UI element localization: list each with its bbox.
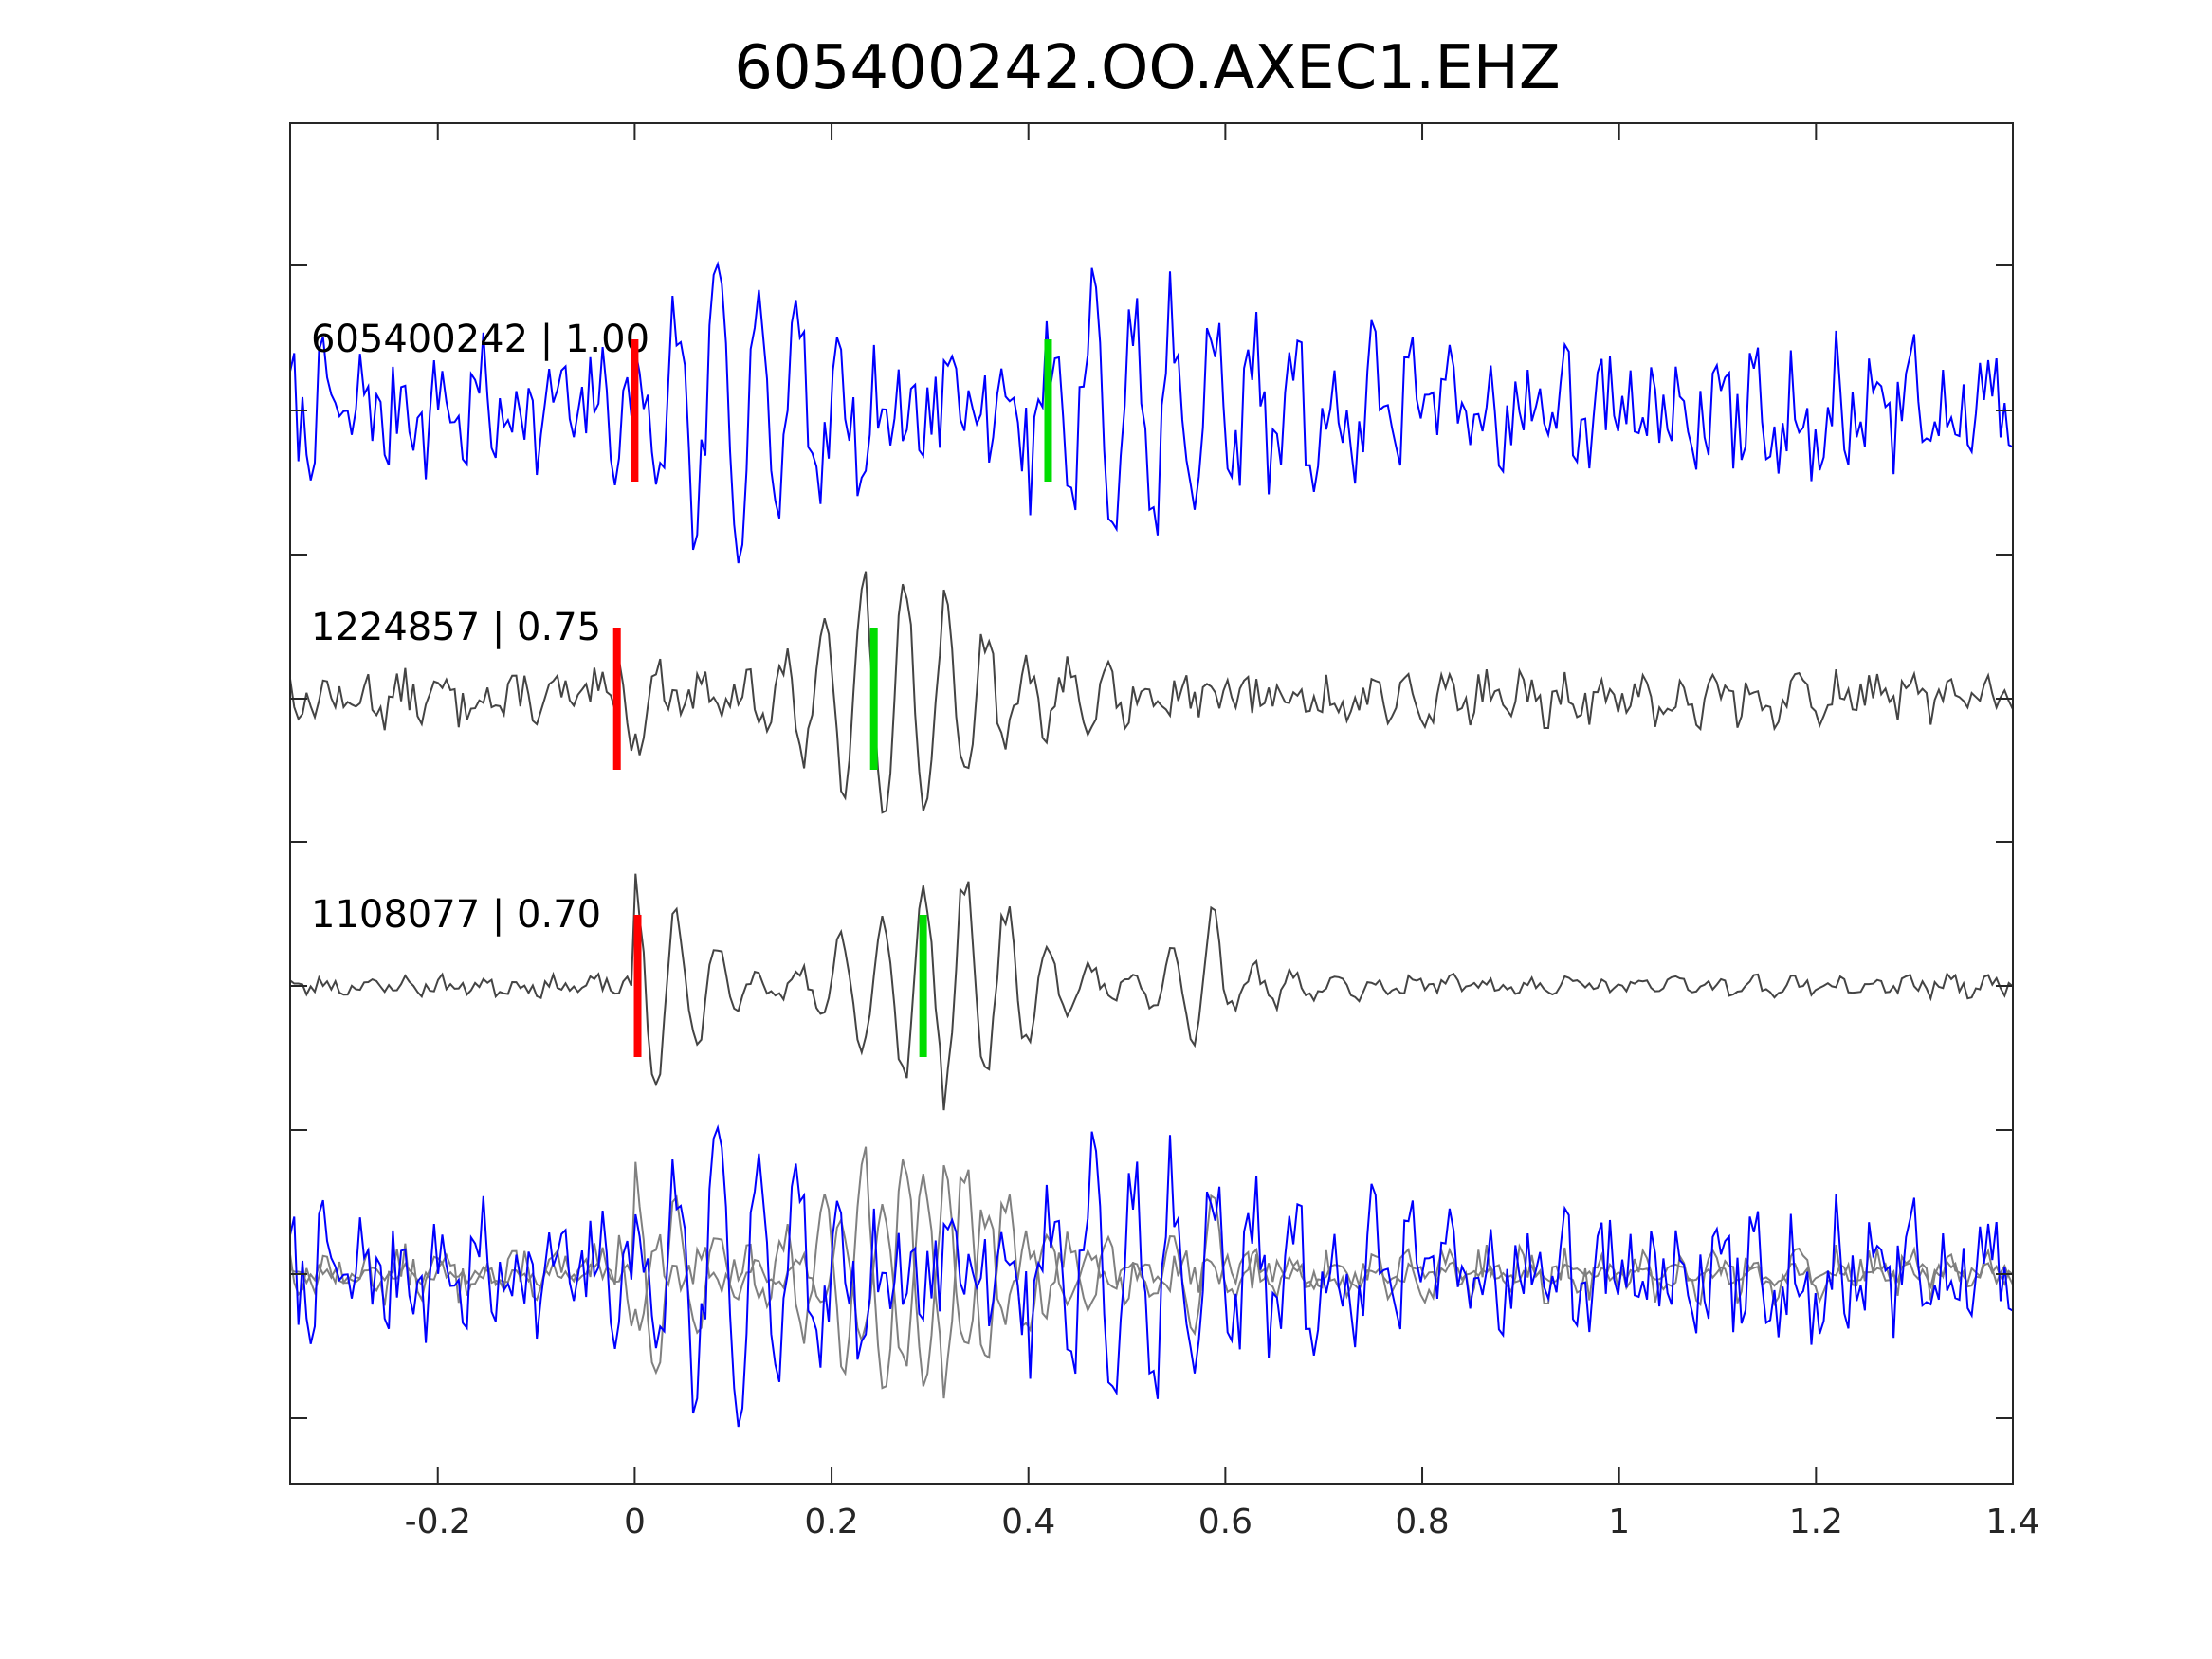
- overlay-trace-2-line: [289, 1146, 2014, 1390]
- x-tick-label-5: 0.8: [1395, 1503, 1449, 1541]
- picks-layer: [612, 339, 1052, 1057]
- x-tick-label-3: 0.4: [1001, 1503, 1055, 1541]
- chart-title: 605400242.OO.AXEC1.EHZ: [734, 33, 1561, 103]
- x-tick-label-4: 0.6: [1198, 1503, 1252, 1541]
- trace-2-line: [289, 571, 2014, 814]
- plot-frame: [289, 122, 2014, 1485]
- x-tick-label-6: 1: [1608, 1503, 1630, 1541]
- x-tick-label-8: 1.4: [1985, 1503, 2039, 1541]
- x-tick-label-1: 0: [624, 1503, 646, 1541]
- overlay-trace-1-line: [289, 1124, 2014, 1428]
- x-tick-label-0: -0.2: [405, 1503, 471, 1541]
- axis-ticks: -0.2 0 0.2 0.4 0.6 0.8 1 1.2 1.4: [290, 123, 2040, 1541]
- trace-1-line: [289, 261, 2014, 564]
- traces-layer: [289, 261, 2014, 1428]
- trace-labels: 605400242 | 1.00 1224857 | 0.75 1108077 | …: [311, 318, 649, 937]
- trace-2-label: 1224857 | 0.75: [311, 606, 601, 649]
- x-tick-label-7: 1.2: [1789, 1503, 1843, 1541]
- trace-1-label: 605400242 | 1.00: [311, 318, 649, 361]
- x-tick-label-2: 0.2: [804, 1503, 858, 1541]
- trace-3-label: 1108077 | 0.70: [311, 893, 601, 937]
- trace-3-line: [289, 873, 2014, 1111]
- overlay-trace-3-line: [289, 1161, 2014, 1399]
